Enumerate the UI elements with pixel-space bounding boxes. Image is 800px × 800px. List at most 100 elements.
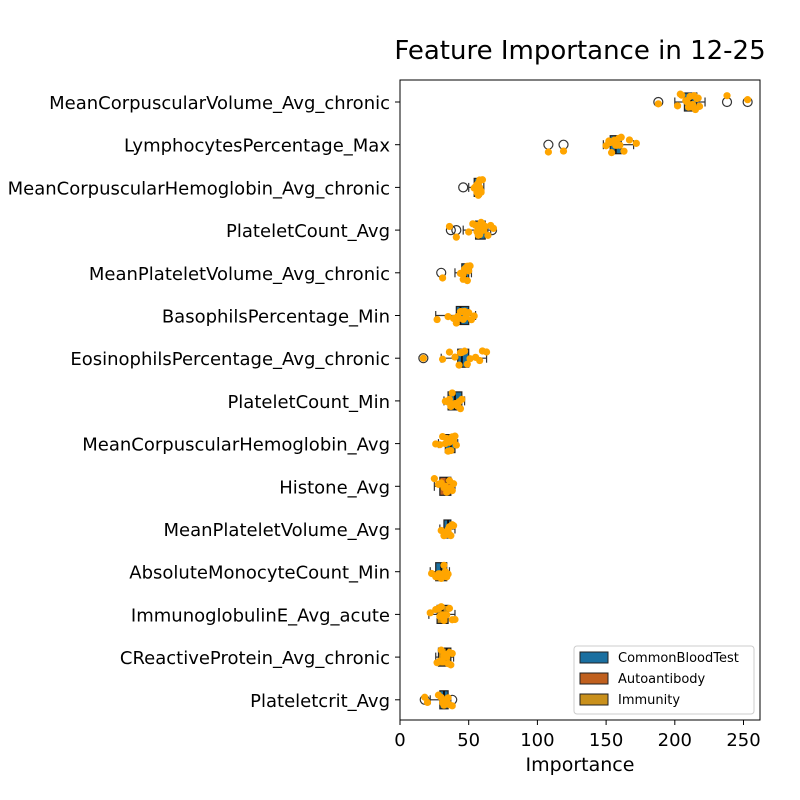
data-point bbox=[426, 609, 434, 617]
y-tick-label: LymphocytesPercentage_Max bbox=[124, 136, 390, 157]
legend-swatch bbox=[579, 672, 609, 685]
data-point bbox=[460, 307, 469, 315]
data-point bbox=[445, 523, 454, 531]
data-point bbox=[436, 612, 444, 620]
legend-label: CommonBloodTest bbox=[618, 651, 739, 666]
data-point bbox=[433, 315, 441, 324]
data-point bbox=[452, 233, 460, 241]
data-point bbox=[444, 313, 452, 321]
data-point bbox=[451, 615, 459, 624]
data-point bbox=[470, 312, 478, 320]
data-point bbox=[458, 395, 466, 403]
data-point bbox=[617, 133, 625, 141]
data-point bbox=[455, 361, 463, 369]
chart-title: Feature Importance in 12-25 bbox=[394, 36, 765, 66]
data-point bbox=[444, 570, 452, 578]
outlier-point bbox=[451, 225, 462, 236]
data-point bbox=[466, 355, 474, 363]
legend: CommonBloodTest Autoantibody Immunity bbox=[573, 645, 755, 715]
data-point bbox=[456, 405, 465, 413]
data-point bbox=[440, 697, 448, 706]
outlier-point bbox=[458, 182, 469, 193]
data-point bbox=[465, 228, 473, 236]
data-point bbox=[438, 274, 447, 282]
data-point bbox=[448, 702, 456, 710]
data-point bbox=[430, 475, 438, 483]
feature-row: PlateletCount_Avg bbox=[226, 218, 498, 242]
data-point bbox=[723, 92, 731, 100]
data-point bbox=[443, 530, 451, 539]
data-point bbox=[456, 349, 465, 357]
plot-area: 0 50 100 150 200 250 MeanCorpuscularVolume_Avg… bbox=[8, 90, 761, 751]
feature-row: MeanCorpuscularHemoglobin_Avg bbox=[82, 432, 460, 456]
data-point bbox=[676, 90, 684, 98]
x-tick-label: 100 bbox=[520, 730, 554, 751]
data-point bbox=[695, 102, 704, 110]
data-point bbox=[443, 434, 451, 443]
data-point bbox=[445, 604, 454, 612]
y-tick-label: MeanCorpuscularHemoglobin_Avg_chronic bbox=[8, 178, 390, 199]
outlier-point bbox=[418, 353, 429, 364]
feature-row: MeanPlateletVolume_Avg bbox=[164, 519, 458, 541]
data-point bbox=[683, 98, 691, 106]
data-point bbox=[445, 395, 454, 403]
y-tick-label: AbsoluteMonocyteCount_Min bbox=[129, 563, 390, 584]
feature-row: Histone_Avg bbox=[279, 475, 458, 498]
data-point bbox=[451, 432, 459, 440]
data-point bbox=[436, 441, 444, 449]
data-point bbox=[620, 147, 628, 155]
legend-swatch bbox=[579, 693, 609, 706]
feature-row: ImmunoglobulinE_Avg_acute bbox=[131, 603, 459, 626]
legend-label: Autoantibody bbox=[618, 672, 706, 687]
data-point bbox=[559, 147, 568, 155]
feature-row: MeanCorpuscularVolume_Avg_chronic bbox=[49, 90, 753, 114]
data-point bbox=[544, 148, 552, 156]
data-point bbox=[438, 355, 447, 363]
data-point bbox=[445, 348, 454, 356]
legend-frame bbox=[573, 645, 755, 715]
data-point bbox=[463, 277, 471, 285]
y-tick-label: MeanCorpuscularHemoglobin_Avg bbox=[82, 435, 390, 456]
y-tick-label: PlateletCount_Avg bbox=[226, 221, 390, 242]
data-point bbox=[441, 482, 449, 490]
data-point bbox=[419, 354, 427, 362]
data-point bbox=[437, 603, 445, 611]
feature-row: MeanCorpuscularHemoglobin_Avg_chronic bbox=[8, 176, 487, 199]
legend-label: Immunity bbox=[618, 693, 680, 708]
y-tick-label: Histone_Avg bbox=[279, 477, 390, 498]
data-point bbox=[463, 360, 471, 368]
data-point bbox=[441, 611, 449, 620]
y-tick-label: CReactiveProtein_Avg_chronic bbox=[120, 648, 390, 669]
y-tick-label: EosinophilsPercentage_Avg_chronic bbox=[70, 349, 390, 370]
data-point bbox=[476, 356, 484, 365]
x-tick-label: 50 bbox=[457, 730, 480, 751]
feature-row: PlateletCount_Min bbox=[227, 389, 466, 413]
data-point bbox=[433, 573, 441, 581]
data-point bbox=[474, 191, 482, 199]
data-point bbox=[448, 649, 456, 658]
data-point bbox=[625, 136, 634, 144]
y-tick-label: BasophilsPercentage_Min bbox=[162, 307, 390, 328]
data-point bbox=[489, 224, 498, 232]
data-point bbox=[476, 223, 484, 231]
data-point bbox=[448, 389, 456, 397]
y-tick-label: MeanCorpuscularVolume_Avg_chronic bbox=[49, 93, 390, 114]
feature-row: BasophilsPercentage_Min bbox=[162, 305, 478, 328]
x-tick-label: 200 bbox=[658, 730, 692, 751]
data-point bbox=[613, 141, 621, 149]
data-point bbox=[423, 698, 432, 707]
data-point bbox=[448, 487, 456, 495]
data-point bbox=[632, 139, 640, 147]
data-point bbox=[673, 102, 682, 110]
data-point bbox=[452, 441, 460, 449]
data-point bbox=[440, 561, 448, 569]
legend-swatch bbox=[579, 651, 609, 664]
feature-row: EosinophilsPercentage_Avg_chronic bbox=[70, 347, 491, 370]
feature-row: MeanPlateletVolume_Avg_chronic bbox=[89, 262, 474, 285]
data-point bbox=[445, 222, 454, 231]
data-point bbox=[438, 658, 447, 666]
y-tick-label: ImmunoglobulinE_Avg_acute bbox=[131, 605, 390, 626]
feature-row: LymphocytesPercentage_Max bbox=[124, 133, 640, 157]
y-tick-label: MeanPlateletVolume_Avg bbox=[164, 520, 390, 541]
